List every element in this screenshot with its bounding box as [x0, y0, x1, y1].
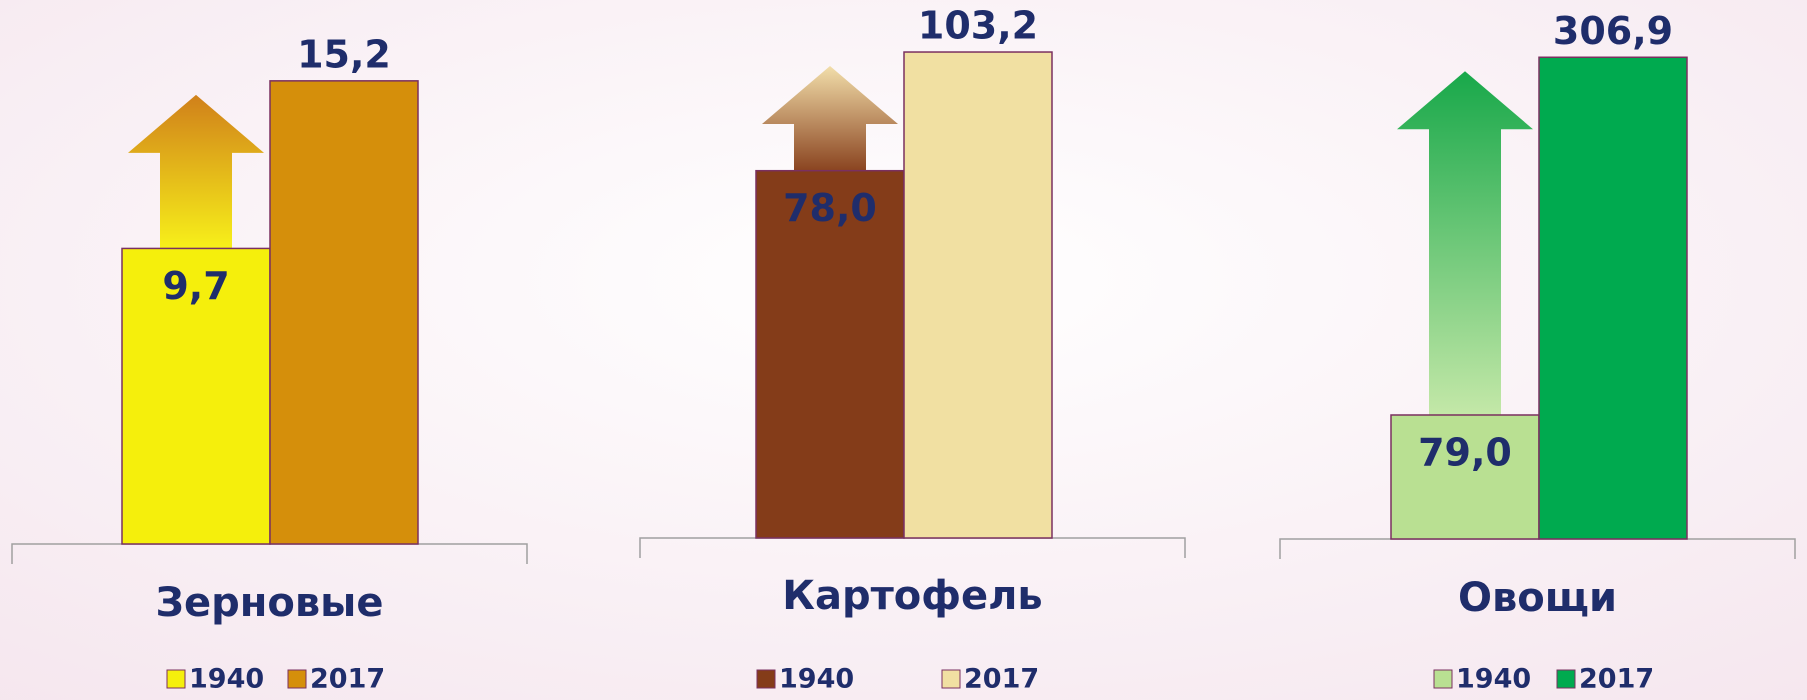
legend-swatch [941, 669, 961, 689]
category-label: Зерновые [156, 580, 384, 626]
category-label: Овощи [1458, 575, 1617, 621]
bar [903, 51, 1053, 539]
legend-label: 2017 [310, 664, 385, 695]
legend-label: 2017 [1579, 664, 1654, 695]
bar [121, 247, 271, 545]
legend-label: 1940 [779, 664, 854, 695]
legend-swatch [287, 669, 307, 689]
legend-label: 1940 [189, 664, 264, 695]
category-label: Картофель [782, 573, 1042, 619]
data-label: 103,2 [918, 4, 1038, 48]
legend-swatch [1556, 669, 1576, 689]
legend-swatch [756, 669, 776, 689]
legend-swatch [1433, 669, 1453, 689]
bar [755, 169, 905, 539]
data-label: 9,7 [162, 264, 229, 308]
legend-label: 1940 [1456, 664, 1531, 695]
bar [1538, 56, 1688, 540]
legend-label: 2017 [964, 664, 1039, 695]
arrow [762, 66, 898, 171]
data-label: 15,2 [297, 32, 391, 76]
data-label: 78,0 [783, 186, 877, 230]
bar [1390, 414, 1540, 540]
data-label: 306,9 [1553, 9, 1673, 53]
legend-swatch [166, 669, 186, 689]
bar [269, 80, 419, 545]
data-label: 79,0 [1418, 430, 1512, 474]
arrow [128, 94, 264, 249]
arrow [1397, 71, 1533, 415]
